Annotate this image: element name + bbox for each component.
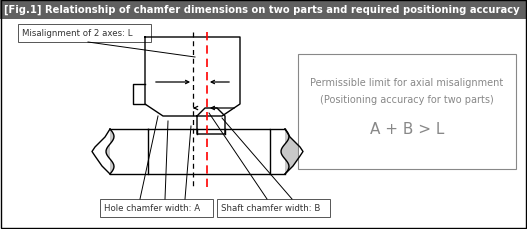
Bar [217, 199, 330, 217]
Bar [0, 0, 527, 20]
Polygon shape [106, 129, 114, 174]
Polygon shape [281, 129, 289, 174]
Bar [18, 25, 151, 43]
Text: Permissible limit for axial misalignment: Permissible limit for axial misalignment [310, 78, 504, 88]
Text: [Fig.1] Relationship of chamfer dimensions on two parts and required positioning: [Fig.1] Relationship of chamfer dimensio… [4, 5, 520, 15]
Polygon shape [285, 129, 303, 174]
Text: A + B > L: A + B > L [370, 122, 444, 137]
Bar [298, 55, 516, 169]
Bar [100, 199, 213, 217]
Text: (Positioning accuracy for two parts): (Positioning accuracy for two parts) [320, 95, 494, 105]
Text: Hole chamfer width: A: Hole chamfer width: A [104, 204, 200, 213]
Text: Misalignment of 2 axes: L: Misalignment of 2 axes: L [22, 29, 132, 38]
Text: Shaft chamfer width: B: Shaft chamfer width: B [221, 204, 320, 213]
